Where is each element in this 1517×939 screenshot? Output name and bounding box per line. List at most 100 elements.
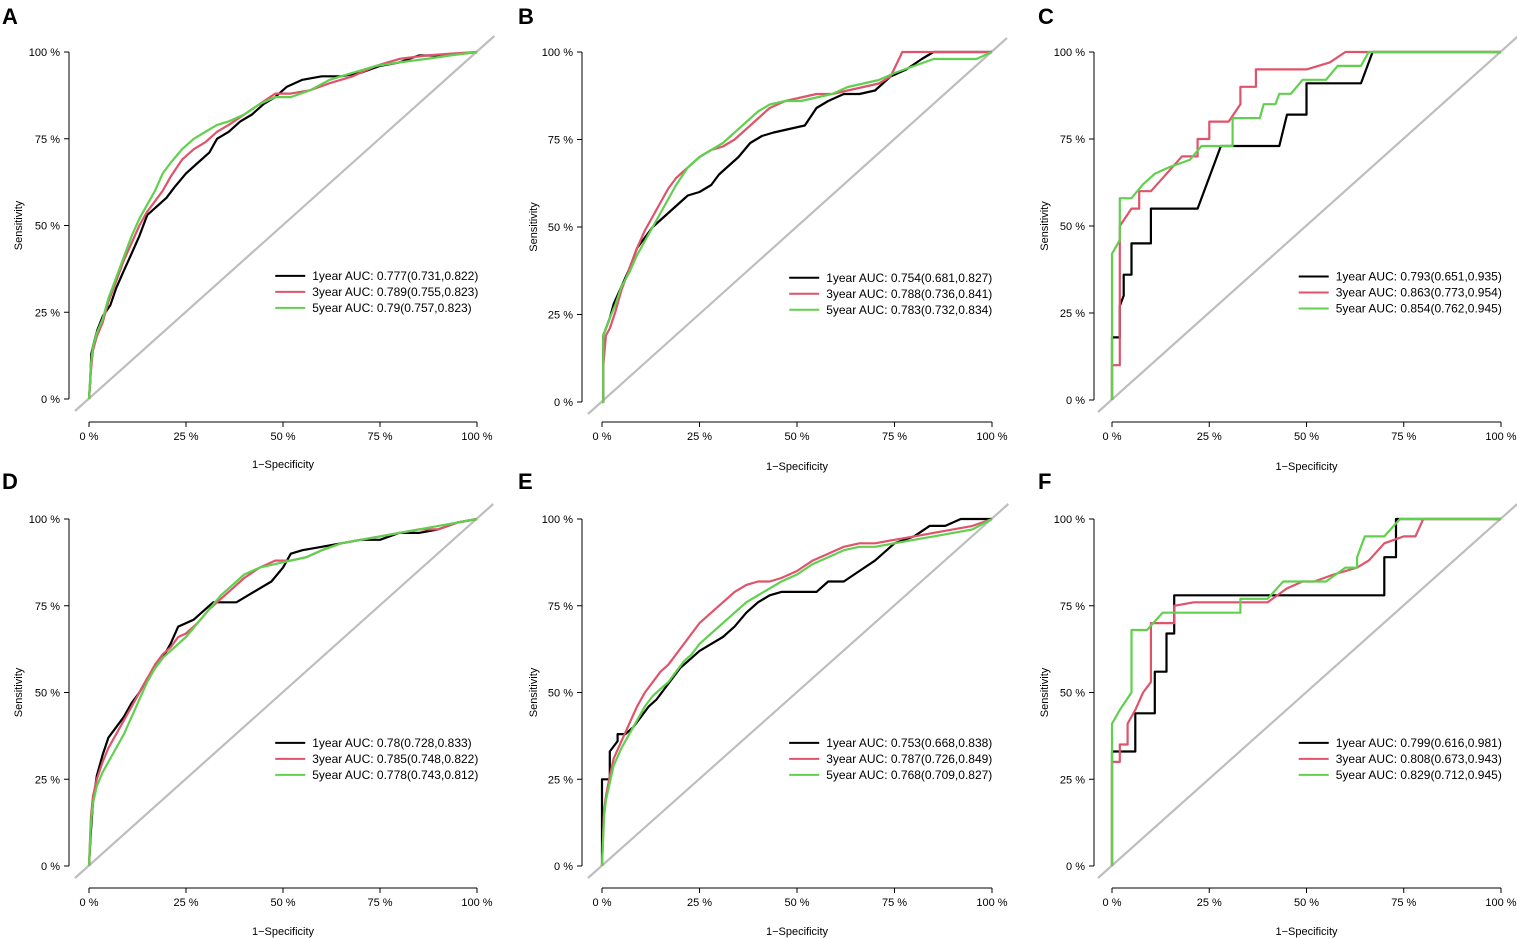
x-tick-label: 0 % bbox=[593, 897, 612, 909]
y-tick-label: 50 % bbox=[1060, 688, 1085, 700]
x-tick-label: 25 % bbox=[687, 897, 712, 909]
reference-diagonal bbox=[587, 503, 1010, 879]
x-axis-title: 1−Specificity bbox=[766, 461, 829, 473]
x-tick-label: 25 % bbox=[1197, 431, 1222, 443]
x-axis-title: 1−Specificity bbox=[1275, 926, 1338, 938]
roc-curve-1year bbox=[1110, 50, 1501, 400]
roc-curve-5year bbox=[600, 518, 993, 867]
legend-label-1year: 1year AUC: 0.754(0.681,0.827) bbox=[826, 271, 992, 285]
roc-curve-5year bbox=[87, 517, 478, 867]
y-tick-label: 50 % bbox=[1060, 221, 1085, 233]
y-tick-label: 0 % bbox=[41, 394, 60, 406]
legend-label-5year: 5year AUC: 0.778(0.743,0.812) bbox=[312, 768, 478, 782]
x-tick-label: 50 % bbox=[784, 431, 809, 443]
x-axis-title: 1−Specificity bbox=[252, 459, 315, 471]
panel-letter: A bbox=[2, 4, 18, 29]
x-axis-title: 1−Specificity bbox=[252, 926, 315, 938]
reference-diagonal bbox=[74, 35, 496, 412]
y-axis-title: Sensitivity bbox=[13, 667, 25, 717]
y-tick-label: 100 % bbox=[542, 514, 573, 526]
y-tick-label: 0 % bbox=[554, 861, 573, 873]
y-axis-title: Sensitivity bbox=[528, 202, 540, 252]
y-axis-title: Sensitivity bbox=[528, 667, 540, 717]
legend-label-1year: 1year AUC: 0.753(0.668,0.838) bbox=[826, 736, 992, 750]
x-tick-label: 75 % bbox=[367, 431, 392, 443]
x-tick-label: 0 % bbox=[593, 431, 612, 443]
legend-label-3year: 3year AUC: 0.788(0.736,0.841) bbox=[826, 287, 992, 301]
panel-letter: F bbox=[1038, 469, 1051, 494]
roc-panel-d: D 0 % 25 % 50 % 75 % 100 % 0 % 25 % 50 % 75 % 100 … bbox=[2, 469, 494, 938]
legend-label-1year: 1year AUC: 0.78(0.728,0.833) bbox=[312, 736, 471, 750]
roc-curve-3year bbox=[1110, 517, 1501, 866]
x-axis-title: 1−Specificity bbox=[766, 926, 829, 938]
x-tick-label: 75 % bbox=[882, 897, 907, 909]
roc-panel-f: F 0 % 25 % 50 % 75 % 100 % 0 % 25 % 50 % 75 % 100 … bbox=[1038, 469, 1517, 938]
x-tick-label: 100 % bbox=[461, 431, 492, 443]
legend-label-1year: 1year AUC: 0.793(0.651,0.935) bbox=[1336, 269, 1502, 283]
y-tick-label: 0 % bbox=[1066, 861, 1085, 873]
y-tick-label: 100 % bbox=[1054, 47, 1085, 59]
x-tick-label: 50 % bbox=[784, 897, 809, 909]
y-axis-title: Sensitivity bbox=[13, 200, 25, 250]
y-tick-label: 75 % bbox=[1060, 601, 1085, 613]
legend-label-5year: 5year AUC: 0.829(0.712,0.945) bbox=[1336, 768, 1502, 782]
x-tick-label: 25 % bbox=[173, 897, 198, 909]
y-tick-label: 50 % bbox=[548, 688, 573, 700]
x-tick-label: 50 % bbox=[270, 897, 295, 909]
legend-label-3year: 3year AUC: 0.789(0.755,0.823) bbox=[312, 285, 478, 299]
x-tick-label: 100 % bbox=[1485, 897, 1516, 909]
y-tick-label: 100 % bbox=[29, 47, 60, 59]
reference-diagonal bbox=[1097, 35, 1517, 413]
roc-curve-5year bbox=[602, 50, 993, 404]
panel-letter: E bbox=[518, 469, 533, 494]
roc-panel-e: E 0 % 25 % 50 % 75 % 100 % 0 % 25 % 50 % 75 % 100 … bbox=[518, 469, 1010, 938]
legend-label-3year: 3year AUC: 0.787(0.726,0.849) bbox=[826, 752, 992, 766]
y-tick-label: 100 % bbox=[29, 514, 60, 526]
legend-label-5year: 5year AUC: 0.854(0.762,0.945) bbox=[1336, 301, 1502, 315]
legend-label-5year: 5year AUC: 0.783(0.732,0.834) bbox=[826, 303, 992, 317]
y-tick-label: 75 % bbox=[548, 601, 573, 613]
roc-panel-a: A 0 % 25 % 50 % 75 % 100 % 0 % 25 % 50 % 75 % 100 … bbox=[2, 4, 496, 471]
legend-label-1year: 1year AUC: 0.799(0.616,0.981) bbox=[1336, 736, 1502, 750]
y-tick-label: 25 % bbox=[1060, 308, 1085, 320]
x-tick-label: 100 % bbox=[976, 431, 1007, 443]
roc-curve-3year bbox=[1110, 50, 1501, 400]
x-tick-label: 25 % bbox=[687, 431, 712, 443]
panel-letter: B bbox=[518, 4, 534, 29]
x-tick-label: 100 % bbox=[976, 897, 1007, 909]
y-tick-label: 25 % bbox=[548, 310, 573, 322]
y-tick-label: 75 % bbox=[1060, 134, 1085, 146]
x-tick-label: 75 % bbox=[1391, 897, 1416, 909]
roc-curve-1year bbox=[1110, 517, 1501, 866]
reference-diagonal bbox=[74, 503, 494, 879]
legend-label-3year: 3year AUC: 0.863(0.773,0.954) bbox=[1336, 285, 1502, 299]
y-tick-label: 25 % bbox=[1060, 774, 1085, 786]
y-tick-label: 50 % bbox=[548, 222, 573, 234]
x-tick-label: 100 % bbox=[1485, 431, 1516, 443]
y-tick-label: 50 % bbox=[35, 221, 60, 233]
x-tick-label: 25 % bbox=[173, 431, 198, 443]
legend-label-5year: 5year AUC: 0.768(0.709,0.827) bbox=[826, 768, 992, 782]
x-tick-label: 50 % bbox=[270, 431, 295, 443]
legend-label-3year: 3year AUC: 0.785(0.748,0.822) bbox=[312, 752, 478, 766]
roc-curve-5year bbox=[1110, 517, 1501, 866]
x-tick-label: 50 % bbox=[1294, 431, 1319, 443]
y-axis-title: Sensitivity bbox=[1039, 667, 1051, 717]
x-tick-label: 0 % bbox=[80, 431, 99, 443]
y-tick-label: 75 % bbox=[548, 135, 573, 147]
x-tick-label: 0 % bbox=[1103, 897, 1122, 909]
roc-curve-5year bbox=[87, 50, 478, 400]
x-tick-label: 75 % bbox=[1391, 431, 1416, 443]
y-tick-label: 0 % bbox=[554, 397, 573, 409]
y-tick-label: 25 % bbox=[35, 774, 60, 786]
y-tick-label: 100 % bbox=[1054, 514, 1085, 526]
y-tick-label: 0 % bbox=[41, 861, 60, 873]
roc-curve-5year bbox=[1110, 50, 1501, 400]
y-tick-label: 25 % bbox=[35, 307, 60, 319]
reference-diagonal bbox=[587, 37, 1008, 415]
y-tick-label: 25 % bbox=[548, 774, 573, 786]
reference-diagonal bbox=[1097, 503, 1517, 879]
x-tick-label: 0 % bbox=[80, 897, 99, 909]
x-axis-title: 1−Specificity bbox=[1275, 461, 1338, 473]
